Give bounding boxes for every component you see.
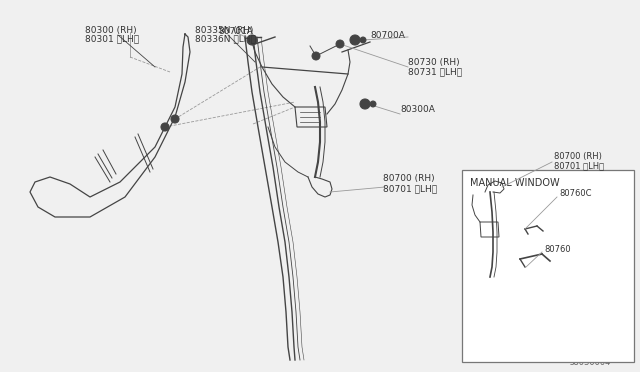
Text: 80700 (RH): 80700 (RH): [383, 174, 435, 183]
Circle shape: [470, 192, 477, 199]
Circle shape: [360, 99, 370, 109]
Text: 80701A: 80701A: [218, 28, 253, 36]
Text: 80760C: 80760C: [559, 189, 591, 199]
Circle shape: [362, 102, 367, 106]
Circle shape: [472, 193, 474, 196]
Circle shape: [370, 101, 376, 107]
Circle shape: [353, 38, 358, 42]
Text: 80760: 80760: [544, 244, 571, 253]
Text: 80301 〈LH〉: 80301 〈LH〉: [85, 35, 139, 44]
Text: 80700A: 80700A: [370, 31, 405, 39]
Circle shape: [247, 35, 257, 45]
Circle shape: [250, 38, 255, 42]
Text: MANUAL WINDOW: MANUAL WINDOW: [470, 178, 559, 188]
Circle shape: [336, 40, 344, 48]
Circle shape: [163, 125, 167, 129]
Text: 80300 (RH): 80300 (RH): [85, 26, 136, 35]
Text: 80731 〈LH〉: 80731 〈LH〉: [408, 67, 462, 77]
Text: 80700 (RH): 80700 (RH): [554, 153, 602, 161]
Circle shape: [171, 115, 179, 123]
Bar: [462, 170, 634, 362]
Text: s8030004: s8030004: [570, 358, 611, 367]
Circle shape: [312, 52, 320, 60]
Text: 80701 〈LH〉: 80701 〈LH〉: [554, 161, 604, 170]
Text: 80336N 〈LH〉: 80336N 〈LH〉: [195, 35, 256, 44]
Text: 80730 (RH): 80730 (RH): [408, 58, 460, 67]
Text: 80300A: 80300A: [400, 105, 435, 113]
Circle shape: [161, 123, 169, 131]
Circle shape: [526, 231, 532, 237]
Circle shape: [173, 117, 177, 121]
Circle shape: [524, 265, 528, 269]
Text: 80701 〈LH〉: 80701 〈LH〉: [383, 185, 437, 193]
Circle shape: [360, 37, 366, 43]
Circle shape: [350, 35, 360, 45]
Text: 80335N (RH): 80335N (RH): [195, 26, 253, 35]
Circle shape: [522, 263, 531, 272]
